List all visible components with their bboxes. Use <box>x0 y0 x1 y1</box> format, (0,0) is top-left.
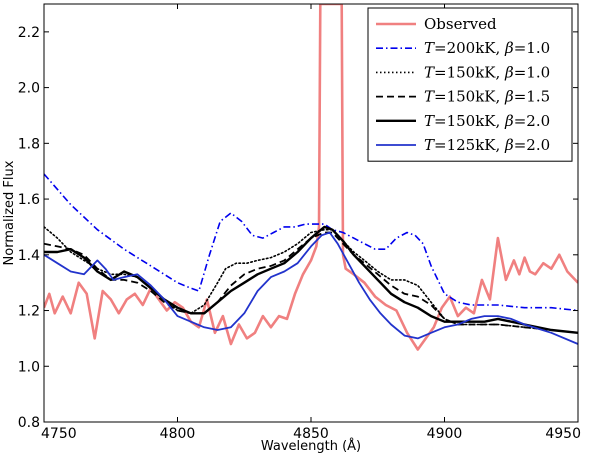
legend-label-part: =2.0 <box>514 136 550 154</box>
y-tick-label: 2.2 <box>18 25 40 41</box>
legend-label-part: =125kK, <box>434 136 505 154</box>
legend-label-part: =200kK, <box>434 39 505 57</box>
legend-label-part: =1.5 <box>514 88 550 106</box>
x-tick-label: 4900 <box>427 426 463 442</box>
series-line-4 <box>44 231 578 334</box>
y-tick-label: 1.6 <box>18 192 40 208</box>
legend-label-part: T <box>424 88 435 106</box>
axes-layer: 4750 4800 4850 4900 4950 0.8 1.0 1.2 1.4 1.6 1.8 2.… <box>18 4 581 442</box>
legend-label-part: T <box>424 39 435 57</box>
x-tick-label: 4750 <box>41 426 77 442</box>
series-line-5 <box>44 225 578 334</box>
legend-label: Observed <box>424 15 497 33</box>
x-tick-label: 4950 <box>545 426 581 442</box>
y-tick-label: 0.8 <box>18 415 40 431</box>
y-tick-label: 1.4 <box>18 248 40 264</box>
legend-label-part: =150kK, <box>434 88 505 106</box>
x-tick-label: 4800 <box>160 426 196 442</box>
legend-label-part: β <box>504 88 514 106</box>
legend-label-part: =1.0 <box>514 39 550 57</box>
y-tick-label: 1.0 <box>18 359 40 375</box>
series-line-2 <box>44 173 578 312</box>
legend-label-part: β <box>504 136 514 154</box>
legend-label: T=150kK, β=2.0 <box>424 112 550 130</box>
legend-box <box>367 7 573 162</box>
legend-label-part: =2.0 <box>514 112 550 130</box>
legend-label-part: =150kK, <box>434 63 505 81</box>
x-axis-label: Wavelength (Å) <box>261 438 361 454</box>
legend-label-part: β <box>504 63 514 81</box>
y-tick-label: 2.0 <box>18 81 40 97</box>
plot-frame <box>43 3 579 423</box>
legend-label-part: T <box>424 112 435 130</box>
series-line-1 <box>44 4 578 351</box>
legend-label-part: T <box>424 63 435 81</box>
legend-label: T=200kK, β=1.0 <box>424 39 550 57</box>
legend-label-part: Observed <box>424 15 497 33</box>
legend-label: T=125kK, β=2.0 <box>424 136 550 154</box>
legend-label: T=150kK, β=1.5 <box>424 88 550 106</box>
legend-label-part: T <box>424 136 435 154</box>
legend-label: T=150kK, β=1.0 <box>424 63 550 81</box>
y-tick-label: 1.8 <box>18 136 40 152</box>
legend-label-part: =1.0 <box>514 63 550 81</box>
y-axis-label: Normalized Flux <box>2 160 17 265</box>
x-tick-label: 4850 <box>293 426 329 442</box>
series-line-6 <box>44 231 578 345</box>
legend-label-part: β <box>504 112 514 130</box>
legend-label-part: β <box>504 39 514 57</box>
y-tick-label: 1.2 <box>18 304 40 320</box>
series-line-3 <box>44 226 578 334</box>
series-layer <box>44 4 578 351</box>
legend-label-part: =150kK, <box>434 112 505 130</box>
